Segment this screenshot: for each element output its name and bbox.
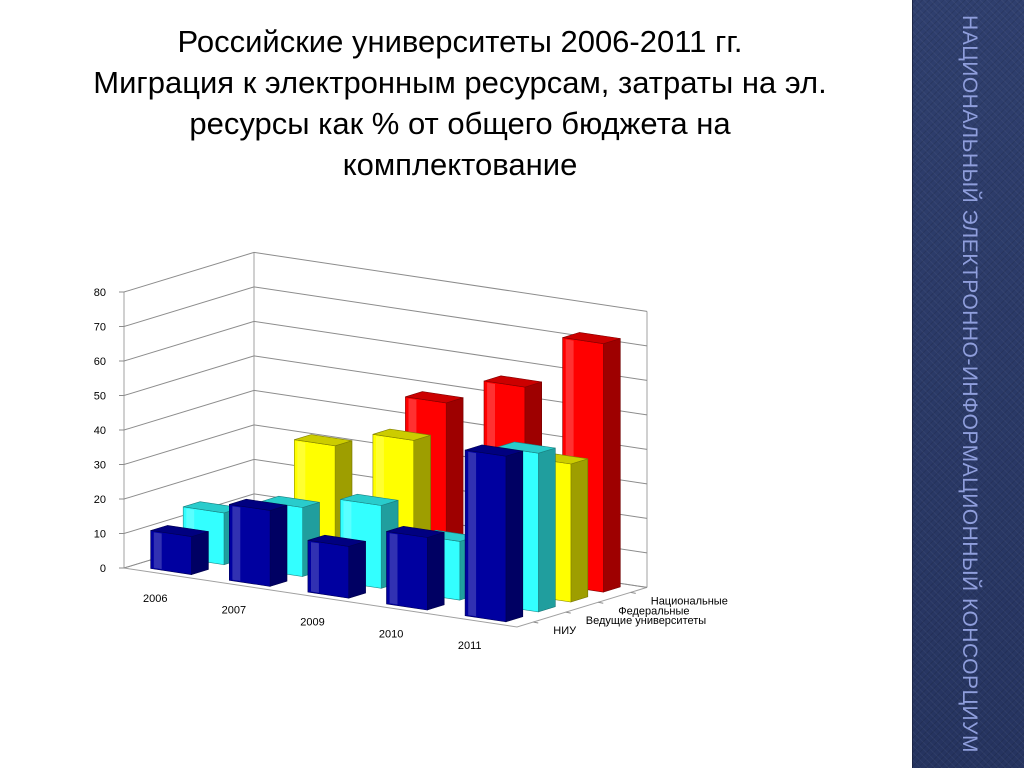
bar-top <box>150 525 209 537</box>
gridline-60 <box>123 320 648 381</box>
y-tick-label: 50 <box>94 391 106 403</box>
bar <box>307 534 366 599</box>
y-tick-label: 30 <box>94 460 106 472</box>
bar-top <box>340 493 399 506</box>
bar-side <box>426 531 445 611</box>
chart-bars <box>150 332 621 623</box>
y-tick-label: 0 <box>100 563 106 575</box>
x-tick-label: 2011 <box>458 640 482 652</box>
bar-top <box>294 434 353 447</box>
bar <box>497 441 556 613</box>
bar-side <box>570 458 589 603</box>
bar-top <box>229 498 288 511</box>
bar <box>464 444 524 623</box>
gridline-80 <box>123 251 648 312</box>
x-tick-label: 2010 <box>379 628 403 640</box>
y-tick-label: 10 <box>94 529 106 541</box>
z-tick-mark <box>565 611 571 614</box>
bar-top <box>307 534 366 547</box>
x-tick-label: 2007 <box>222 605 246 617</box>
bar-top <box>261 495 320 508</box>
bar-side <box>348 540 366 599</box>
z-tick-mark <box>630 591 636 594</box>
bar-side <box>538 447 556 613</box>
z-tick-mark <box>533 621 539 624</box>
bar-top <box>372 428 431 441</box>
bar-highlight <box>153 532 162 570</box>
x-tick-label: 2009 <box>300 617 324 629</box>
y-tick-label: 60 <box>94 356 106 368</box>
series-label: Национальные <box>651 595 728 607</box>
bar-highlight <box>389 533 398 605</box>
series-label: Ведущие университеты <box>586 615 707 627</box>
y-tick-label: 70 <box>94 322 106 334</box>
gridline-70 <box>123 286 648 347</box>
y-tick-label: 40 <box>94 425 106 437</box>
sidebar-text: Национальный электронно-информационный к… <box>958 15 981 753</box>
bar-highlight <box>468 451 477 617</box>
series-label: Федеральные <box>618 605 689 617</box>
bar <box>150 525 209 576</box>
y-tick-label: 80 <box>94 287 106 299</box>
x-tick-label: 2006 <box>143 593 167 605</box>
slide-title: Российские университеты 2006-2011 гг. Ми… <box>93 24 827 182</box>
bar-highlight <box>232 506 241 581</box>
bar-top <box>483 375 542 388</box>
bar-side <box>191 531 209 576</box>
bar <box>386 525 445 611</box>
bar-side <box>269 504 288 587</box>
bar-top <box>405 391 464 404</box>
bar-side <box>603 338 621 593</box>
bar-top <box>386 525 445 538</box>
chart: 0 10 20 30 40 50 60 70 80 2006 2007 2009 2010 2011 Нац… <box>94 251 728 652</box>
bar-top <box>465 444 523 457</box>
bar <box>229 498 288 587</box>
bar-top <box>497 441 556 454</box>
bar-top <box>562 332 621 345</box>
bar-highlight <box>311 542 319 593</box>
bar-side <box>505 450 524 623</box>
z-tick-mark <box>598 601 604 604</box>
y-tick-label: 20 <box>94 494 106 506</box>
chart-labels: 0 10 20 30 40 50 60 70 80 2006 2007 2009 2010 2011 Нац… <box>94 287 728 652</box>
floor-front-edge <box>123 567 648 628</box>
sidebar-panel: Национальный электронно-информационный к… <box>912 0 1024 768</box>
series-label: НИУ <box>553 625 577 637</box>
